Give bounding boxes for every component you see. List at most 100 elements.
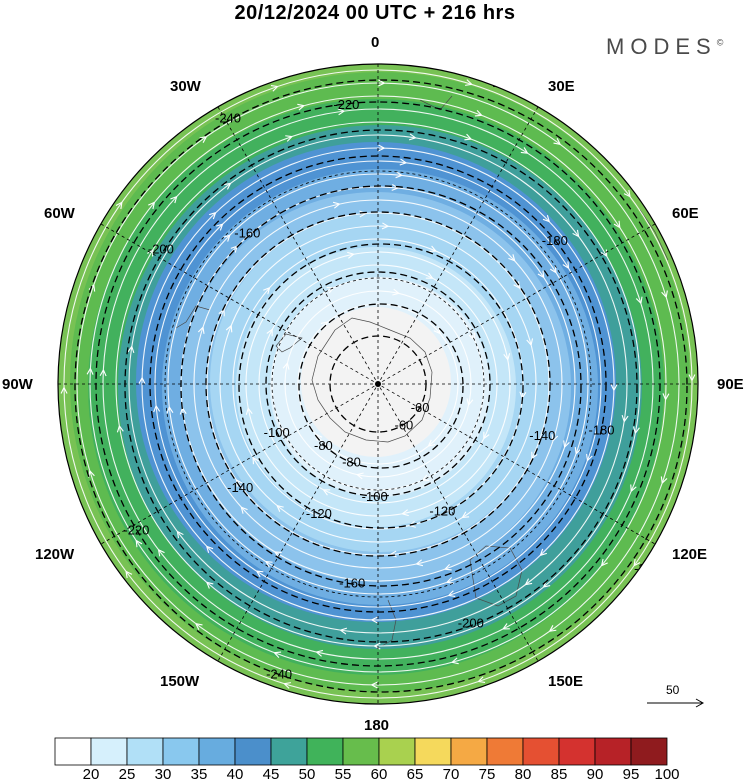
streamline-arrow <box>166 406 174 414</box>
colorbar-swatch <box>126 737 164 766</box>
streamline-arrow <box>276 505 284 512</box>
lon-label-90w: 90W <box>2 376 33 393</box>
contour-label: -100 <box>362 489 388 504</box>
contour-label: -140 <box>529 428 555 443</box>
streamline-arrow <box>537 270 545 278</box>
colorbar-swatch <box>486 737 524 766</box>
contour-label: -60 <box>411 400 430 415</box>
streamline-arrow <box>461 511 470 519</box>
lon-label-180: 180 <box>364 717 390 734</box>
streamline-arrow <box>553 138 561 145</box>
streamline-arrow <box>508 254 516 262</box>
streamline-arrow <box>503 353 511 361</box>
wind-speed-field <box>58 64 698 704</box>
streamline-arrow <box>206 581 214 589</box>
colorbar-swatch <box>162 737 200 766</box>
brand-logo: MODES© <box>606 34 723 60</box>
lon-label-120w: 120W <box>35 546 75 563</box>
streamline-arrow <box>392 288 400 296</box>
contour-label: -80 <box>342 455 361 470</box>
colorbar-swatch <box>414 737 452 766</box>
streamline-arrow <box>401 509 409 517</box>
contour-line <box>238 243 524 529</box>
contour-label: -220 <box>333 97 359 112</box>
streamline-arrow <box>347 251 355 259</box>
colorbar-swatch <box>54 737 92 766</box>
lon-label-90e: 90E <box>717 376 744 393</box>
streamline-arrow <box>574 446 582 455</box>
colorbar-tick-label: 35 <box>190 766 208 783</box>
streamline-arrow <box>209 212 217 220</box>
streamline-arrow <box>374 642 381 650</box>
streamline-arrow <box>433 326 441 335</box>
streamline-arrow <box>273 651 282 659</box>
colorbar-swatch <box>198 737 236 766</box>
streamline-arrow <box>562 261 570 269</box>
colorbar-swatch <box>522 737 560 766</box>
streamline-arrow <box>416 559 424 567</box>
colorbar-swatch <box>450 737 488 766</box>
contour-label: -100 <box>264 425 290 440</box>
colorbar-tick-label: 80 <box>514 766 532 783</box>
streamline-arrow <box>216 223 224 231</box>
streamline-arrow <box>613 220 621 228</box>
copyright-mark: © <box>716 37 724 48</box>
streamline-arrow <box>661 290 668 298</box>
contour-line <box>298 303 464 469</box>
streamline-arrow <box>176 531 184 539</box>
streamline-arrow <box>623 189 631 198</box>
streamline-arrow <box>429 245 437 252</box>
streamline-arrow <box>281 428 288 436</box>
colorbar-tick-label: 40 <box>226 766 244 783</box>
streamline-arrow <box>395 171 403 179</box>
streamline-arrow <box>332 201 340 209</box>
streamline-arrow <box>377 144 385 152</box>
colorbar-tick-label: 95 <box>622 766 640 783</box>
colorbar-tick-label: 20 <box>82 766 100 783</box>
streamline-arrow <box>478 676 486 683</box>
streamline-arrow <box>270 85 278 92</box>
streamline-arrow <box>399 158 407 166</box>
streamline-arrow <box>610 383 618 391</box>
streamline-arrow <box>285 135 293 142</box>
streamline-arrow <box>502 623 510 630</box>
streamline-arrow <box>600 249 608 257</box>
streamline-arrow <box>199 136 207 143</box>
streamline-arrow <box>542 215 550 223</box>
brand-name: MODES <box>606 34 717 59</box>
streamline-arrow <box>252 457 259 465</box>
colorbar-swatch <box>342 737 380 766</box>
contour-label: -200 <box>458 616 484 631</box>
streamline-arrow <box>86 368 94 375</box>
lon-label-0: 0 <box>371 34 380 51</box>
streamline-arrow <box>282 362 290 370</box>
streamline-arrow <box>179 407 187 415</box>
streamline-arrow <box>586 453 593 462</box>
streamline-arrow <box>99 369 107 377</box>
streamline-arrow <box>621 414 629 422</box>
streamline-arrow <box>225 325 233 333</box>
streamline-arrow <box>451 657 459 665</box>
lon-label-60w: 60W <box>44 205 75 222</box>
streamline-arrow <box>245 407 253 415</box>
contour-label: -200 <box>148 241 174 256</box>
streamline-arrow <box>688 374 696 381</box>
contour-line <box>124 129 638 643</box>
contour-label: -180 <box>588 422 614 437</box>
lon-label-150e: 150E <box>548 673 584 690</box>
streamline-arrow <box>340 627 348 635</box>
streamline <box>128 134 628 634</box>
streamline-arrow <box>551 434 559 442</box>
streamline-arrow <box>601 558 608 567</box>
pole-marker <box>375 381 381 387</box>
streamline-arrow <box>539 548 547 556</box>
streamline-arrow <box>263 287 271 295</box>
streamline-arrow <box>630 484 637 492</box>
colorbar-tick-label: 60 <box>370 766 388 783</box>
streamline-arrow <box>425 272 433 279</box>
streamline-arrow <box>448 590 456 597</box>
streamline-arrow <box>138 377 146 385</box>
streamline-arrow <box>256 570 264 578</box>
streamline-arrow <box>326 287 334 294</box>
